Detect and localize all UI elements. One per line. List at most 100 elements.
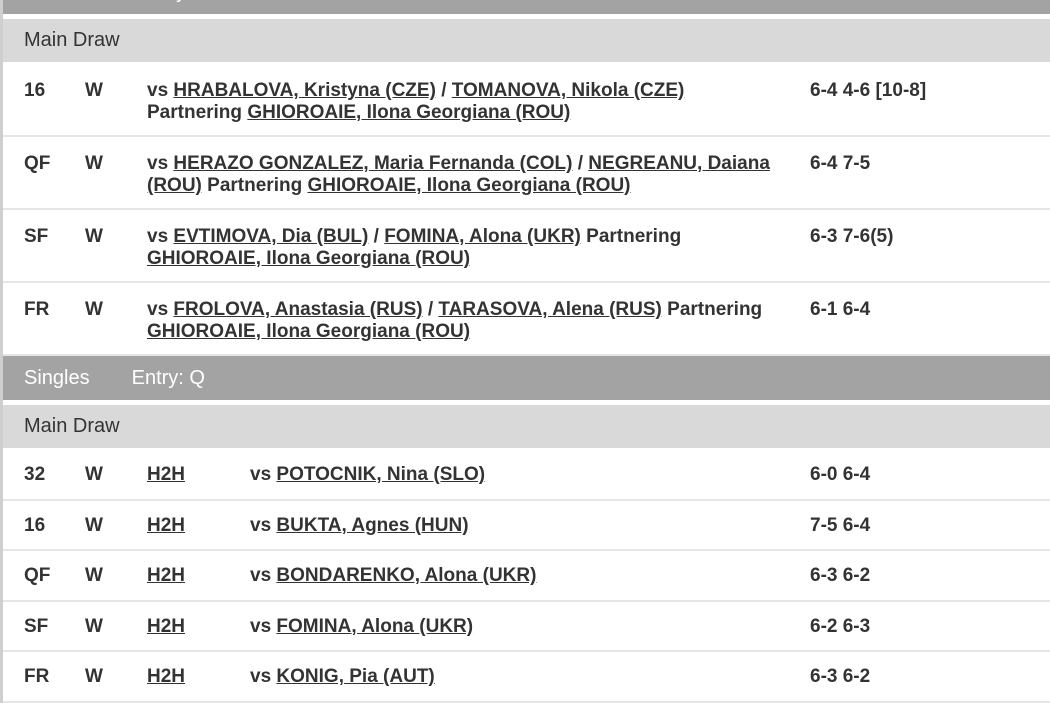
event-header: Doubles Entry: BA [3,0,1050,19]
vs-label: vs [147,153,169,174]
opponent-link[interactable]: FOMINA, Alona (UKR) [384,226,581,247]
partnering-label: Partnering [207,175,303,196]
result: W [85,153,103,174]
entry-type: Entry: BA [139,0,223,4]
draw-name: Main Draw [24,415,120,437]
opponent-link[interactable]: FROLOVA, Anastasia (RUS) [173,299,423,320]
score: 6-0 6-4 [810,464,871,485]
match-row: SF W H2H vs FOMINA, Alona (UKR) 6-2 6-3 [3,602,1050,653]
opponent-link[interactable]: TOMANOVA, Nikola (CZE) [451,80,685,101]
match-detail: vs HERAZO GONZALEZ, Maria Fernanda (COL)… [147,153,777,197]
partnering-label: Partnering [667,299,763,320]
draw-header: Main Draw [3,19,1050,64]
vs-label: vs [147,226,169,247]
match-detail: vs BUKTA, Agnes (HUN) [250,515,469,537]
score: 7-5 6-4 [810,514,871,536]
separator: / [577,153,584,174]
h2h-cell: H2H [147,464,185,486]
match-row: QF W H2H vs BONDARENKO, Alona (UKR) 6-3 6-2 [3,551,1050,602]
match-detail: vs POTOCNIK, Nina (SLO) [250,464,485,486]
partner-link[interactable]: GHIOROAIE, Ilona Georgiana (ROU) [247,102,571,123]
score: 6-4 7-5 [810,153,871,174]
vs-label: vs [147,299,169,320]
separator: / [441,80,447,101]
separator: / [427,299,434,320]
opponent-link[interactable]: BUKTA, Agnes (HUN) [276,514,469,536]
vs-label: vs [250,615,272,637]
partner-link[interactable]: GHIOROAIE, Ilona Georgiana (ROU) [147,321,471,342]
match-row: 16 W H2H vs BUKTA, Agnes (HUN) 7-5 6-4 [3,501,1050,552]
result: W [85,464,103,485]
match-detail: vs FROLOVA, Anastasia (RUS) / TARASOVA, … [147,299,777,343]
score: 6-3 6-2 [810,666,871,688]
round: SF [24,615,49,637]
round: 32 [24,464,46,485]
event-header: Singles Entry: Q [3,356,1050,405]
opponent-link[interactable]: FOMINA, Alona (UKR) [276,615,474,637]
draw-name: Main Draw [24,29,120,51]
event-name: Singles [24,366,90,389]
round: 16 [24,514,46,536]
partner-link[interactable]: GHIOROAIE, Ilona Georgiana (ROU) [307,175,631,196]
vs-label: vs [147,80,169,101]
round: FR [24,666,50,688]
round: SF [24,226,49,247]
score: 6-4 4-6 [10-8] [810,80,927,101]
score: 6-3 6-2 [810,565,871,587]
score: 6-3 7-6(5) [810,226,894,247]
partnering-label: Partnering [147,102,243,123]
opponent-link[interactable]: HERAZO GONZALEZ, Maria Fernanda (COL) [173,153,573,174]
opponent-link[interactable]: BONDARENKO, Alona (UKR) [276,565,537,587]
result: W [85,514,103,536]
result: W [85,226,103,247]
h2h-link[interactable]: H2H [147,615,186,637]
vs-label: vs [250,514,272,536]
h2h-link[interactable]: H2H [147,464,186,485]
h2h-cell: H2H [147,616,185,638]
result: W [85,80,103,101]
event-name: Doubles [24,0,97,4]
round: QF [24,153,51,174]
entry-type: Entry: Q [131,366,205,389]
match-row: FR W H2H vs KONIG, Pia (AUT) 6-3 6-2 [3,652,1050,703]
result: W [85,666,103,688]
partnering-label: Partnering [586,226,682,247]
h2h-link[interactable]: H2H [147,514,186,536]
opponent-link[interactable]: EVTIMOVA, Dia (BUL) [173,226,369,247]
opponent-link[interactable]: NEGREANU, Daiana (ROU) [147,153,770,196]
vs-label: vs [250,666,272,688]
vs-label: vs [250,464,272,485]
match-detail: vs HRABALOVA, Kristyna (CZE) / TOMANOVA,… [147,80,777,124]
h2h-link[interactable]: H2H [147,565,186,587]
score: 6-1 6-4 [810,299,871,320]
partner-link[interactable]: GHIOROAIE, Ilona Georgiana (ROU) [147,248,471,269]
result: W [85,565,103,587]
match-detail: vs KONIG, Pia (AUT) [250,666,435,688]
match-row: 32 W H2H vs POTOCNIK, Nina (SLO) 6-0 6-4 [3,450,1050,501]
h2h-cell: H2H [147,666,185,688]
result: W [85,299,103,320]
round: 16 [24,80,46,101]
round: FR [24,299,50,320]
match-detail: vs BONDARENKO, Alona (UKR) [250,565,536,587]
opponent-link[interactable]: TARASOVA, Alena (RUS) [438,299,662,320]
draw-header: Main Draw [3,405,1050,450]
h2h-cell: H2H [147,565,185,587]
separator: / [373,226,379,247]
h2h-link[interactable]: H2H [147,666,186,688]
vs-label: vs [250,565,272,587]
round: QF [24,565,51,587]
opponent-link[interactable]: KONIG, Pia (AUT) [276,666,435,688]
match-detail: vs FOMINA, Alona (UKR) [250,616,473,638]
result: W [85,615,103,637]
opponent-link[interactable]: HRABALOVA, Kristyna (CZE) [173,80,436,101]
h2h-cell: H2H [147,515,185,537]
match-detail: vs EVTIMOVA, Dia (BUL) / FOMINA, Alona (… [147,226,777,270]
opponent-link[interactable]: POTOCNIK, Nina (SLO) [276,464,486,485]
score: 6-2 6-3 [810,615,871,637]
